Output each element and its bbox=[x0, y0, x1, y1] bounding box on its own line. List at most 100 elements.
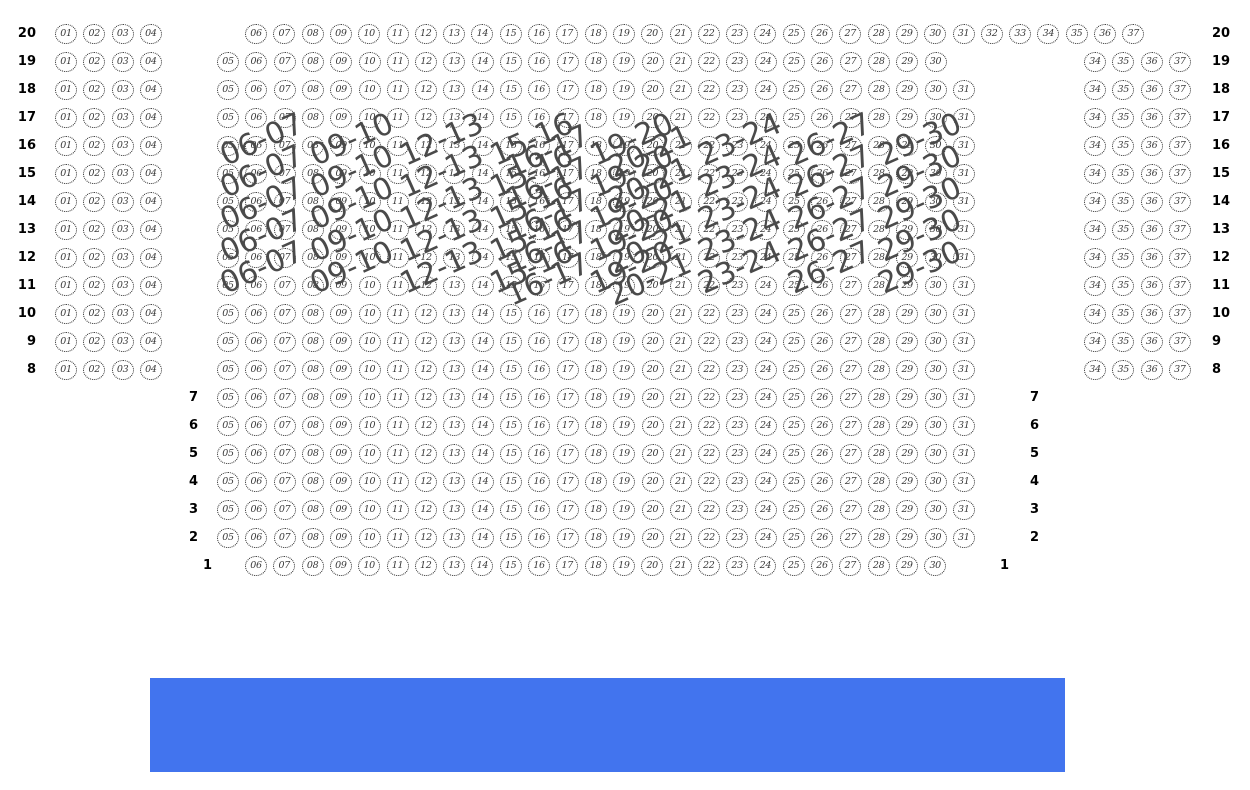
seat-r10-26[interactable]: 26 bbox=[811, 304, 834, 324]
seat-r16-22[interactable]: 22 bbox=[698, 136, 721, 156]
seat-r4-24[interactable]: 24 bbox=[754, 472, 777, 492]
seat-r1-27[interactable]: 27 bbox=[839, 556, 862, 576]
seat-r4-07[interactable]: 07 bbox=[273, 472, 296, 492]
seat-r5-23[interactable]: 23 bbox=[726, 444, 749, 464]
seat-r9-27[interactable]: 27 bbox=[839, 332, 862, 352]
seat-r3-22[interactable]: 22 bbox=[698, 500, 721, 520]
seat-r19-22[interactable]: 22 bbox=[698, 52, 721, 72]
seat-r6-10[interactable]: 10 bbox=[358, 416, 381, 436]
seat-r2-15[interactable]: 15 bbox=[500, 528, 522, 548]
seat-r12-11[interactable]: 11 bbox=[386, 248, 409, 268]
seat-r19-03[interactable]: 03 bbox=[111, 52, 134, 72]
seat-r17-04[interactable]: 04 bbox=[139, 108, 162, 128]
seat-r9-17[interactable]: 17 bbox=[556, 332, 579, 352]
seat-r15-31[interactable]: 31 bbox=[952, 164, 975, 184]
seat-r13-10[interactable]: 10 bbox=[358, 220, 381, 240]
seat-r5-10[interactable]: 10 bbox=[358, 444, 381, 464]
seat-r18-36[interactable]: 36 bbox=[1140, 80, 1163, 100]
seat-r10-09[interactable]: 09 bbox=[330, 304, 353, 324]
seat-r4-23[interactable]: 23 bbox=[726, 472, 749, 492]
seat-r13-31[interactable]: 31 bbox=[952, 220, 975, 240]
seat-r10-36[interactable]: 36 bbox=[1140, 304, 1163, 324]
seat-r7-05[interactable]: 05 bbox=[217, 388, 239, 408]
seat-r13-25[interactable]: 25 bbox=[783, 220, 805, 240]
seat-r16-20[interactable]: 20 bbox=[641, 136, 664, 156]
seat-r17-19[interactable]: 19 bbox=[613, 108, 636, 128]
seat-r11-29[interactable]: 29 bbox=[896, 276, 919, 296]
seat-r19-12[interactable]: 12 bbox=[415, 52, 438, 72]
seat-r19-15[interactable]: 15 bbox=[500, 52, 522, 72]
seat-r18-17[interactable]: 17 bbox=[556, 80, 579, 100]
seat-r11-03[interactable]: 03 bbox=[111, 276, 134, 296]
seat-r8-28[interactable]: 28 bbox=[867, 360, 890, 380]
seat-r10-07[interactable]: 07 bbox=[273, 304, 296, 324]
seat-r19-37[interactable]: 37 bbox=[1168, 52, 1191, 72]
seat-r14-37[interactable]: 37 bbox=[1168, 192, 1191, 212]
seat-r16-11[interactable]: 11 bbox=[386, 136, 409, 156]
seat-r13-22[interactable]: 22 bbox=[698, 220, 721, 240]
seat-r5-31[interactable]: 31 bbox=[952, 444, 975, 464]
seat-r6-29[interactable]: 29 bbox=[896, 416, 919, 436]
seat-r9-23[interactable]: 23 bbox=[726, 332, 749, 352]
seat-r9-19[interactable]: 19 bbox=[613, 332, 636, 352]
seat-r4-17[interactable]: 17 bbox=[556, 472, 579, 492]
seat-r6-15[interactable]: 15 bbox=[500, 416, 522, 436]
seat-r18-35[interactable]: 35 bbox=[1112, 80, 1135, 100]
seat-r3-06[interactable]: 06 bbox=[245, 500, 268, 520]
seat-r8-07[interactable]: 07 bbox=[273, 360, 296, 380]
seat-r20-18[interactable]: 18 bbox=[584, 24, 607, 44]
seat-r9-30[interactable]: 30 bbox=[924, 332, 947, 352]
seat-r19-14[interactable]: 14 bbox=[471, 52, 494, 72]
seat-r12-16[interactable]: 16 bbox=[528, 248, 551, 268]
seat-r11-28[interactable]: 28 bbox=[867, 276, 890, 296]
seat-r11-24[interactable]: 24 bbox=[754, 276, 777, 296]
seat-r6-28[interactable]: 28 bbox=[867, 416, 890, 436]
seat-r7-24[interactable]: 24 bbox=[754, 388, 777, 408]
seat-r8-29[interactable]: 29 bbox=[896, 360, 919, 380]
seat-r12-28[interactable]: 28 bbox=[867, 248, 890, 268]
seat-r17-08[interactable]: 08 bbox=[301, 108, 324, 128]
seat-r8-23[interactable]: 23 bbox=[726, 360, 749, 380]
seat-r5-19[interactable]: 19 bbox=[613, 444, 636, 464]
seat-r2-13[interactable]: 13 bbox=[443, 528, 466, 548]
seat-r9-28[interactable]: 28 bbox=[867, 332, 890, 352]
seat-r13-15[interactable]: 15 bbox=[500, 220, 522, 240]
seat-r1-08[interactable]: 08 bbox=[301, 556, 324, 576]
seat-r11-19[interactable]: 19 bbox=[613, 276, 636, 296]
seat-r14-27[interactable]: 27 bbox=[839, 192, 862, 212]
seat-r20-29[interactable]: 29 bbox=[895, 24, 918, 44]
seat-r12-35[interactable]: 35 bbox=[1112, 248, 1135, 268]
seat-r20-02[interactable]: 02 bbox=[83, 24, 106, 44]
seat-r3-31[interactable]: 31 bbox=[952, 500, 975, 520]
seat-r6-06[interactable]: 06 bbox=[245, 416, 268, 436]
seat-r19-24[interactable]: 24 bbox=[754, 52, 777, 72]
seat-r13-23[interactable]: 23 bbox=[726, 220, 749, 240]
seat-r15-23[interactable]: 23 bbox=[726, 164, 749, 184]
seat-r14-02[interactable]: 02 bbox=[83, 192, 106, 212]
seat-r18-22[interactable]: 22 bbox=[698, 80, 721, 100]
seat-r15-05[interactable]: 05 bbox=[217, 164, 239, 184]
seat-r13-19[interactable]: 19 bbox=[613, 220, 636, 240]
seat-r2-09[interactable]: 09 bbox=[330, 528, 353, 548]
seat-r13-29[interactable]: 29 bbox=[896, 220, 919, 240]
seat-r19-35[interactable]: 35 bbox=[1112, 52, 1135, 72]
seat-r10-17[interactable]: 17 bbox=[556, 304, 579, 324]
seat-r12-30[interactable]: 30 bbox=[924, 248, 947, 268]
seat-r12-14[interactable]: 14 bbox=[471, 248, 494, 268]
seat-r19-13[interactable]: 13 bbox=[443, 52, 466, 72]
seat-r19-20[interactable]: 20 bbox=[641, 52, 664, 72]
seat-r20-11[interactable]: 11 bbox=[386, 24, 409, 44]
seat-r5-17[interactable]: 17 bbox=[556, 444, 579, 464]
seat-r18-13[interactable]: 13 bbox=[443, 80, 466, 100]
seat-r19-26[interactable]: 26 bbox=[811, 52, 834, 72]
seat-r13-03[interactable]: 03 bbox=[111, 220, 134, 240]
seat-r20-37[interactable]: 37 bbox=[1122, 24, 1145, 44]
seat-r3-28[interactable]: 28 bbox=[867, 500, 890, 520]
seat-r3-05[interactable]: 05 bbox=[217, 500, 239, 520]
seat-r20-25[interactable]: 25 bbox=[782, 24, 805, 44]
seat-r10-27[interactable]: 27 bbox=[839, 304, 862, 324]
seat-r8-27[interactable]: 27 bbox=[839, 360, 862, 380]
seat-r9-02[interactable]: 02 bbox=[83, 332, 106, 352]
seat-r5-15[interactable]: 15 bbox=[500, 444, 522, 464]
seat-r1-09[interactable]: 09 bbox=[329, 556, 352, 576]
